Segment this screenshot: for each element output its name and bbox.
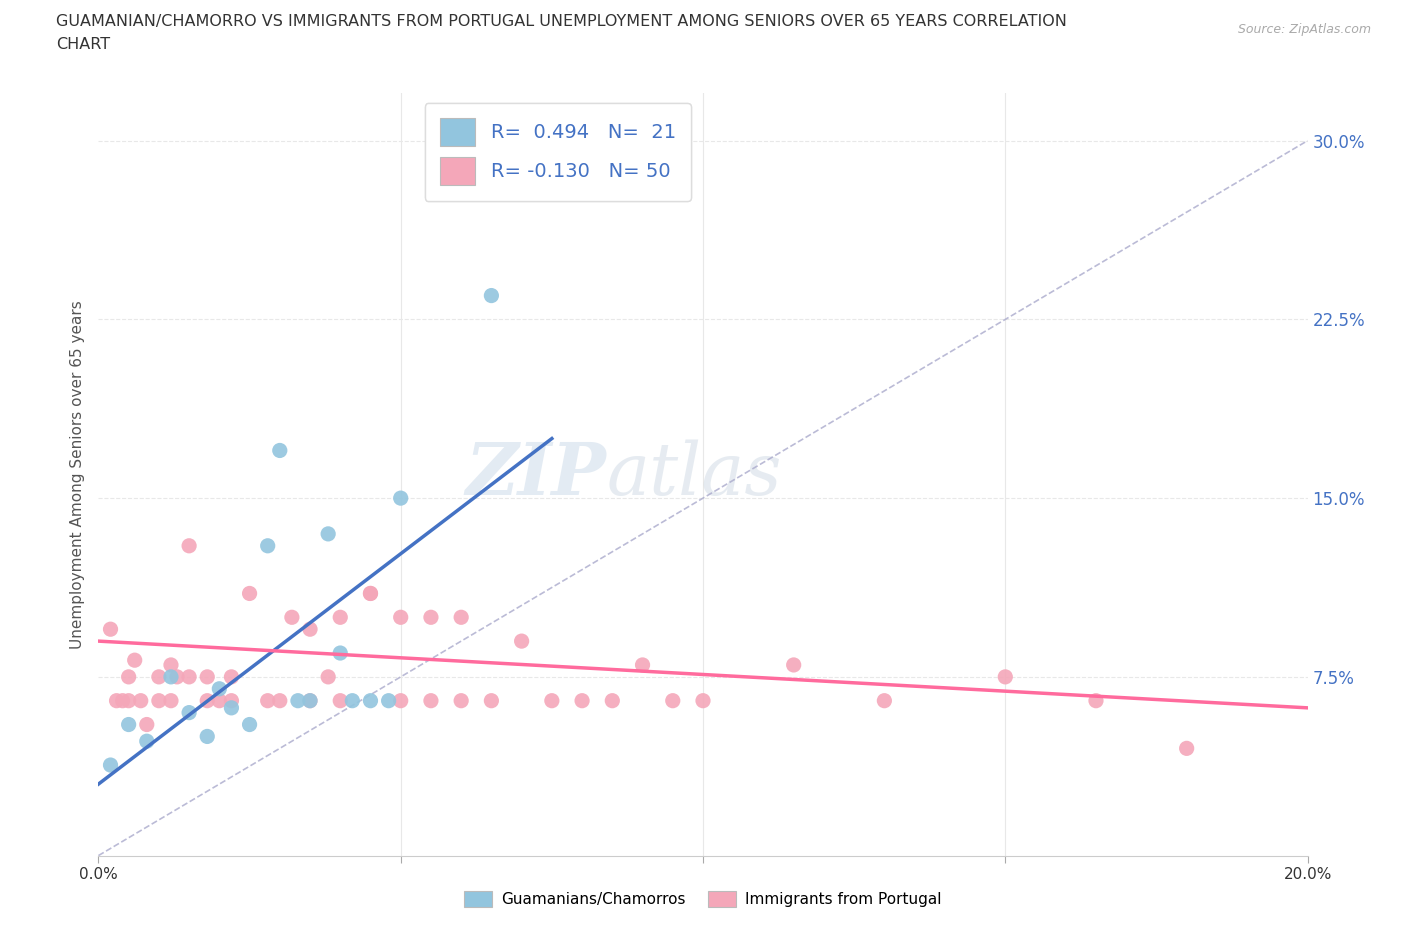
Point [160,693,183,708]
Point [118,717,141,732]
Point [135,717,157,732]
Point [111,693,134,708]
Y-axis label: Unemployment Among Seniors over 65 years: Unemployment Among Seniors over 65 years [70,300,86,649]
Point [160,670,183,684]
Point [195,670,218,684]
Point [221,693,243,708]
Point [571,693,593,708]
Point [631,658,654,672]
Point [100,758,122,773]
Point [692,693,714,708]
Point [208,682,231,697]
Point [179,670,201,684]
Text: ZIP: ZIP [465,439,606,510]
Point [256,538,278,553]
Point [118,693,141,708]
Point [540,169,562,184]
Text: GUAMANIAN/CHAMORRO VS IMMIGRANTS FROM PORTUGAL UNEMPLOYMENT AMONG SENIORS OVER 6: GUAMANIAN/CHAMORRO VS IMMIGRANTS FROM PO… [56,14,1067,29]
Point [420,610,443,625]
Point [1175,741,1198,756]
Point [195,693,218,708]
Point [360,586,382,601]
Point [342,693,364,708]
Point [269,443,291,458]
Point [329,645,352,660]
Point [124,653,146,668]
Point [360,586,382,601]
Point [239,717,262,732]
Point [540,693,562,708]
Point [316,526,339,541]
Point [510,633,533,648]
Point [389,491,412,506]
Point [129,693,152,708]
Point [360,693,382,708]
Point [195,729,218,744]
Point [481,693,503,708]
Point [450,610,472,625]
Point [316,670,339,684]
Point [208,693,231,708]
Point [783,658,806,672]
Point [287,693,309,708]
Legend: Guamanians/Chamorros, Immigrants from Portugal: Guamanians/Chamorros, Immigrants from Po… [458,884,948,913]
Point [389,693,412,708]
Point [389,610,412,625]
Point [100,622,122,637]
Point [179,538,201,553]
Point [105,693,128,708]
Point [450,693,472,708]
Text: CHART: CHART [56,37,110,52]
Point [166,670,188,684]
Point [179,705,201,720]
Legend: R=  0.494   N=  21, R= -0.130   N= 50: R= 0.494 N= 21, R= -0.130 N= 50 [425,102,692,201]
Point [118,670,141,684]
Point [148,693,170,708]
Point [256,693,278,708]
Point [481,288,503,303]
Point [135,734,157,749]
Point [873,693,896,708]
Point [994,670,1017,684]
Point [661,693,683,708]
Point [160,658,183,672]
Point [602,693,624,708]
Point [329,693,352,708]
Point [420,693,443,708]
Point [221,700,243,715]
Point [329,610,352,625]
Point [281,610,304,625]
Point [269,693,291,708]
Text: atlas: atlas [606,439,782,510]
Point [299,622,322,637]
Point [1085,693,1108,708]
Text: Source: ZipAtlas.com: Source: ZipAtlas.com [1237,23,1371,36]
Point [377,693,399,708]
Point [221,670,243,684]
Point [299,693,322,708]
Point [299,693,322,708]
Point [148,670,170,684]
Point [239,586,262,601]
